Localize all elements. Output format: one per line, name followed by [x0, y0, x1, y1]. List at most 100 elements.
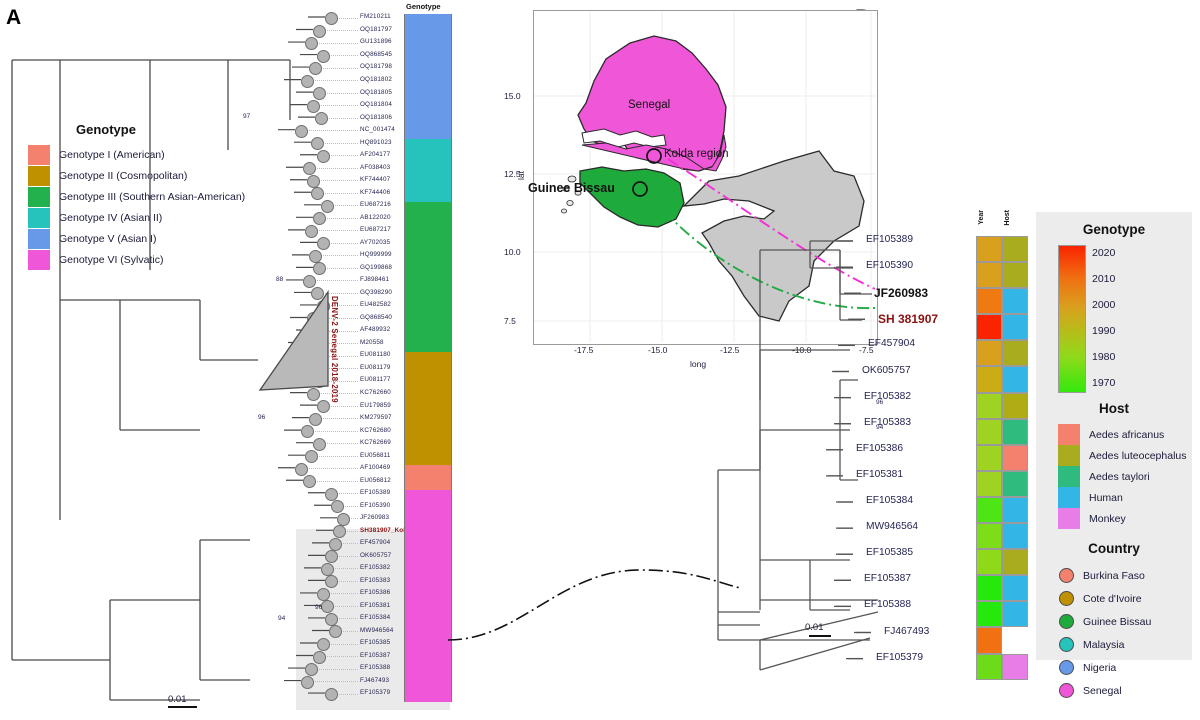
- tree-tip-node[interactable]: [317, 587, 330, 601]
- tree-tip-node[interactable]: [317, 237, 330, 251]
- genotype-strip-cell: [404, 339, 452, 352]
- tree-tip-node[interactable]: [313, 650, 326, 664]
- tree-tip-label: EU081180: [360, 351, 391, 359]
- tree-tip-label: AF204177: [360, 151, 391, 159]
- tip-leader: [319, 105, 358, 107]
- tree-tip-node[interactable]: [305, 450, 318, 464]
- genotype-legend-title: Genotype: [76, 122, 136, 137]
- tree-tip-node[interactable]: [311, 137, 324, 151]
- heatmap-row: [976, 418, 1028, 445]
- tree-tip-node[interactable]: [305, 37, 318, 51]
- tree-tip-node[interactable]: [301, 425, 314, 439]
- map-ytick-0: 15.0: [504, 91, 521, 101]
- tree-tip-node[interactable]: [295, 124, 308, 138]
- tree-tip-node[interactable]: [325, 688, 338, 702]
- tree-tip-node[interactable]: [331, 500, 344, 514]
- tree-tip-node[interactable]: [303, 475, 316, 489]
- map-ylabel: lat: [516, 171, 526, 180]
- tree-tip-node[interactable]: [301, 74, 314, 88]
- tree-tip-node[interactable]: [309, 249, 322, 263]
- tree-tip-node[interactable]: [321, 199, 334, 213]
- tree-tip-node[interactable]: [317, 400, 330, 414]
- tree-tip-node[interactable]: [313, 262, 326, 276]
- right-tip-label: EF457904: [868, 338, 916, 350]
- tip-leader: [329, 55, 358, 57]
- tree-tip-label: GQ199868: [360, 263, 393, 271]
- genotype-strip-cell: [404, 264, 452, 277]
- map-ytick-3: 7.5: [504, 316, 516, 326]
- tree-tip-node[interactable]: [305, 663, 318, 677]
- right-tip-label: JF260983: [874, 286, 929, 301]
- tree-tip-node[interactable]: [329, 537, 342, 551]
- tip-leader: [319, 393, 358, 395]
- heatmap-cell-year: [976, 496, 1002, 524]
- genotype-strip-cell: [404, 226, 452, 240]
- tree-tip-node[interactable]: [301, 675, 314, 689]
- tree-tip-label: EU081179: [360, 363, 391, 371]
- heatmap-cell-host: [1002, 418, 1028, 445]
- tree-tip-node[interactable]: [321, 600, 334, 614]
- heatmap-cell-host: [1002, 627, 1028, 654]
- tip-leader: [325, 380, 358, 382]
- tree-tip-node[interactable]: [313, 212, 326, 226]
- genotype-strip-cell: [404, 527, 452, 540]
- tree-tip-label: OQ181806: [360, 113, 393, 121]
- tree-tip-node[interactable]: [313, 87, 326, 101]
- tree-tip-node[interactable]: [317, 49, 330, 63]
- tree-tip-node[interactable]: [295, 462, 308, 476]
- genotype-strip-cell: [404, 176, 452, 190]
- tree-tip-node[interactable]: [307, 174, 320, 188]
- map-label-kolda: Kolda region: [664, 148, 729, 160]
- tree-tip-node[interactable]: [311, 287, 324, 301]
- tree-tip-node[interactable]: [321, 562, 334, 576]
- tree-tip-node[interactable]: [325, 575, 338, 589]
- tip-leader: [317, 343, 358, 345]
- tree-tip-node[interactable]: [305, 224, 318, 238]
- tree-tip-node[interactable]: [329, 625, 342, 639]
- tree-tip-label: NC_001474: [360, 126, 395, 134]
- tree-tip-node[interactable]: [307, 387, 320, 401]
- tip-leader: [315, 480, 358, 482]
- tree-tip-node[interactable]: [307, 99, 320, 113]
- tree-tip-node[interactable]: [303, 274, 316, 288]
- tree-tip-node[interactable]: [309, 62, 322, 76]
- tree-tip-node[interactable]: [325, 487, 338, 501]
- genotype-strip-header: Genotype: [406, 2, 441, 11]
- heatmap-row: [976, 366, 1028, 393]
- tree-tip-node[interactable]: [337, 512, 350, 526]
- tree-tip-node[interactable]: [317, 149, 330, 163]
- genotype-strip-cell: [404, 639, 452, 653]
- host-legend-item: Aedes taylori: [1058, 466, 1192, 487]
- tree-tip-label: EF105382: [360, 564, 391, 572]
- map-svg: [534, 11, 875, 342]
- tree-tip-label: KF744406: [360, 188, 391, 196]
- right-tip-label: EF105385: [866, 547, 914, 559]
- host-legend-swatch: [1058, 445, 1080, 466]
- heatmap-cell-year: [976, 523, 1002, 550]
- genotype-legend: Genotype Genotype I (American) Genotype I…: [28, 122, 263, 270]
- heatmap-cell-year: [976, 627, 1002, 654]
- country-legend-item: Cote d'Ivoire: [1054, 587, 1192, 610]
- tree-tip-label: EF105385: [360, 639, 391, 647]
- tree-tip-node[interactable]: [309, 412, 322, 426]
- tree-tip-node[interactable]: [325, 612, 338, 626]
- tree-tip-node[interactable]: [311, 187, 324, 201]
- tree-tip-node[interactable]: [325, 550, 338, 564]
- tree-tip-node[interactable]: [313, 437, 326, 451]
- tree-tip-label: HQ999999: [360, 251, 392, 259]
- heatmap-cell-host: [1002, 288, 1028, 315]
- genotype-legend-label: Genotype VI (Sylvatic): [59, 253, 164, 266]
- tree-tip-label: EF105388: [360, 664, 391, 672]
- tree-tip-node[interactable]: [313, 24, 326, 38]
- tip-leader: [323, 355, 358, 357]
- tree-tip-node[interactable]: [325, 12, 338, 25]
- right-tip-label: EF105386: [856, 442, 904, 454]
- genotype-strip-cell: [404, 251, 452, 265]
- tree-tip-node[interactable]: [317, 638, 330, 651]
- heatmap-row: [976, 496, 1028, 524]
- tree-tip-node[interactable]: [303, 162, 316, 176]
- genotype-strip-cell: [404, 452, 452, 465]
- tree-tip-node[interactable]: [315, 112, 328, 126]
- right-bootstrap-value: 94: [876, 424, 884, 431]
- tree-tip-node[interactable]: [333, 525, 346, 539]
